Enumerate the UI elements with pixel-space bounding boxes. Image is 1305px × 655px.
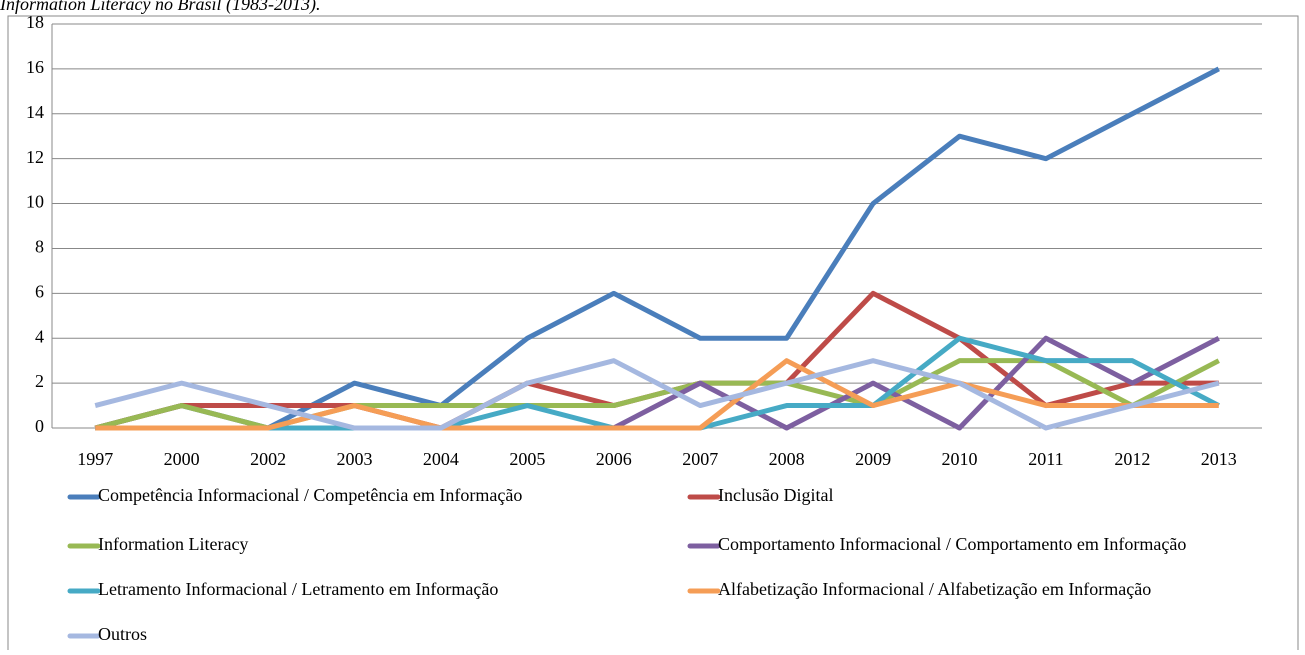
x-tick-label: 2003 xyxy=(337,449,373,469)
y-tick-label: 4 xyxy=(35,326,44,346)
legend-label: Alfabetização Informacional / Alfabetiza… xyxy=(718,579,1151,599)
x-tick-label: 2008 xyxy=(769,449,805,469)
y-tick-label: 14 xyxy=(26,102,44,122)
x-tick-label: 2000 xyxy=(164,449,200,469)
y-tick-label: 6 xyxy=(35,281,44,301)
series-line xyxy=(94,358,1220,431)
y-tick-label: 12 xyxy=(26,147,44,167)
x-tick-label: 1997 xyxy=(77,449,113,469)
series-line xyxy=(94,66,1220,431)
y-tick-label: 10 xyxy=(26,192,44,212)
x-tick-label: 2002 xyxy=(250,449,286,469)
x-tick-label: 2006 xyxy=(596,449,632,469)
x-tick-label: 2011 xyxy=(1028,449,1063,469)
x-tick-label: 2009 xyxy=(855,449,891,469)
x-tick-label: 2007 xyxy=(682,449,718,469)
chart-title: Information Literacy no Brasil (1983-201… xyxy=(0,0,320,15)
chart-frame xyxy=(7,15,1299,655)
legend-label: Competência Informacional / Competência … xyxy=(98,485,522,505)
legend-label: Inclusão Digital xyxy=(718,485,833,505)
series-line xyxy=(94,358,1220,431)
legend-label: Outros xyxy=(98,624,147,644)
legend-label: Information Literacy xyxy=(98,534,248,554)
y-tick-label: 16 xyxy=(26,57,44,77)
y-tick-label: 8 xyxy=(35,237,44,257)
x-tick-label: 2012 xyxy=(1114,449,1150,469)
x-tick-label: 2010 xyxy=(942,449,978,469)
series-line xyxy=(95,358,1219,431)
x-tick-label: 2005 xyxy=(509,449,545,469)
x-tick-label: 2013 xyxy=(1201,449,1237,469)
legend-label: Letramento Informacional / Letramento em… xyxy=(98,579,498,599)
legend-label: Comportamento Informacional / Comportame… xyxy=(718,534,1186,554)
x-tick-label: 2004 xyxy=(423,449,459,469)
y-tick-label: 0 xyxy=(35,416,44,436)
y-tick-label: 18 xyxy=(26,12,44,32)
y-tick-label: 2 xyxy=(35,371,44,391)
